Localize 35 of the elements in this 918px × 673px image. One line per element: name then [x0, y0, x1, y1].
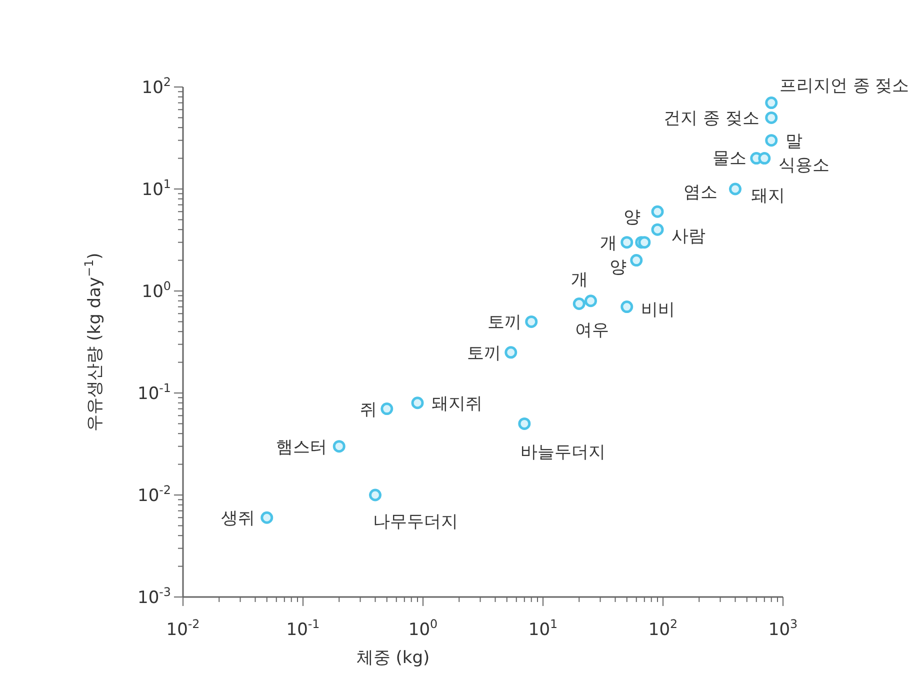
annotation: 쥐	[360, 400, 377, 420]
x-tick-label: 10$^{1}$	[528, 617, 558, 640]
annotation: 말	[785, 131, 802, 152]
annotation: 돼지	[751, 186, 786, 206]
annotation: 프리지언 종 젖소	[779, 76, 910, 96]
annotation: 식용소	[778, 155, 830, 176]
x-axis-title: 체중 (kg)	[356, 648, 430, 668]
x-tick-label: 10$^{-1}$	[286, 617, 320, 640]
annotation: 돼지쥐	[432, 394, 483, 414]
annotation: 토끼	[466, 343, 501, 364]
annotation: 나무두더지	[373, 512, 458, 532]
annotation: 바늘두더지	[520, 442, 606, 463]
annotation: 염소	[684, 182, 718, 203]
annotation: 물소	[712, 148, 746, 168]
annotation: 생쥐	[220, 508, 255, 529]
annotation: 양	[609, 257, 626, 278]
annotation: 사람	[672, 226, 706, 247]
x-tick-label: 10$^{3}$	[768, 617, 798, 640]
x-tick-label: 10$^{0}$	[408, 617, 438, 640]
annotation: 건지 종 젖소	[664, 108, 760, 129]
annotation: 비비	[640, 300, 675, 320]
annotation: 양	[623, 207, 640, 228]
y-tick-label: 10$^{-2}$	[138, 483, 171, 506]
y-tick-label: 10$^{2}$	[142, 75, 171, 98]
y-tick-label: 10$^{-3}$	[138, 585, 171, 608]
y-tick-label: 10$^{1}$	[142, 177, 171, 200]
y-tick-label: 10$^{-1}$	[138, 381, 171, 404]
annotation: 여우	[575, 320, 610, 341]
annotation: 토끼	[487, 312, 522, 333]
annotation: 개	[600, 233, 617, 254]
x-tick-label: 10$^{-2}$	[166, 617, 200, 640]
x-tick-label: 10$^{2}$	[648, 617, 678, 640]
annotation: 개	[570, 270, 588, 290]
y-tick-label: 10$^{0}$	[142, 279, 171, 302]
annotation: 햄스터	[276, 437, 328, 458]
